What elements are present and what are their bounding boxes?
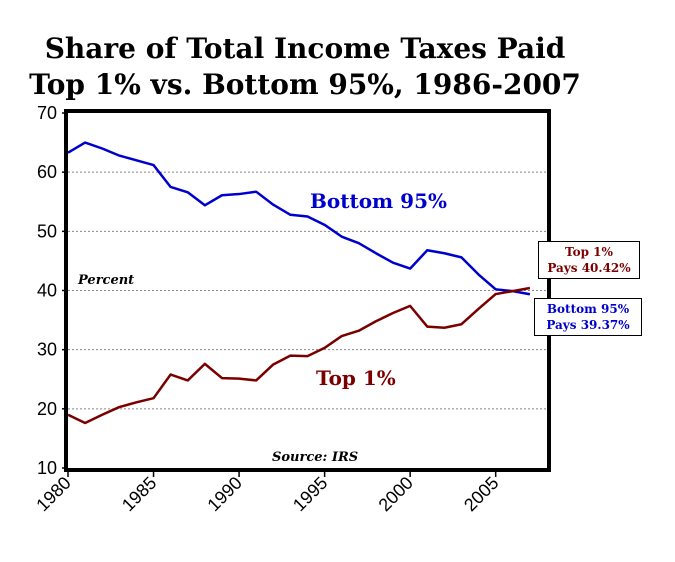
- y-tick-label-20: 20: [37, 399, 57, 419]
- y-tick-label-50: 50: [37, 221, 57, 241]
- callout-bottom95: Bottom 95% Pays 39.37%: [534, 298, 642, 336]
- x-tick-label-1990: 1990: [203, 473, 245, 515]
- x-tick-label-1985: 1985: [118, 473, 160, 515]
- series-label-bottom95: Bottom 95%: [310, 189, 447, 213]
- y-tick-label-60: 60: [37, 162, 57, 182]
- callout-top1-line1: Top 1%: [565, 245, 613, 259]
- series-layer: [67, 141, 531, 425]
- x-tick-label-2000: 2000: [375, 473, 417, 515]
- series-label-top1: Top 1%: [316, 366, 396, 390]
- labels-layer: Bottom 95% Top 1% Percent Source: IRS: [77, 189, 447, 465]
- series-line-1: [67, 286, 531, 425]
- y-tick-label-40: 40: [37, 281, 57, 301]
- x-tick-label-1995: 1995: [289, 473, 331, 515]
- x-tick-label-1980: 1980: [32, 473, 74, 515]
- x-axis-ticks: 1980 1985 1990 1995 2000 2005: [32, 470, 503, 515]
- callout-top1-line2: Pays 40.42%: [547, 261, 631, 275]
- y-tick-label-70: 70: [37, 103, 57, 123]
- callout-bottom95-line2: Pays 39.37%: [546, 318, 630, 332]
- y-tick-label-10: 10: [37, 458, 57, 478]
- callout-bottom95-line1: Bottom 95%: [546, 302, 630, 316]
- series-line-0: [67, 141, 531, 296]
- chart-title-line2: Top 1% vs. Bottom 95%, 1986-2007: [29, 68, 581, 101]
- y-tick-label-30: 30: [37, 340, 57, 360]
- source-label: Source: IRS: [272, 450, 358, 465]
- grid-lines: [68, 171, 547, 410]
- y-axis-ticks: 10 20 30 40 50 60 70: [37, 103, 68, 478]
- chart-title-line1: Share of Total Income Taxes Paid: [44, 32, 566, 65]
- y-axis-label: Percent: [77, 273, 134, 288]
- x-tick-label-2005: 2005: [460, 473, 502, 515]
- callout-top1: Top 1% Pays 40.42%: [538, 241, 640, 279]
